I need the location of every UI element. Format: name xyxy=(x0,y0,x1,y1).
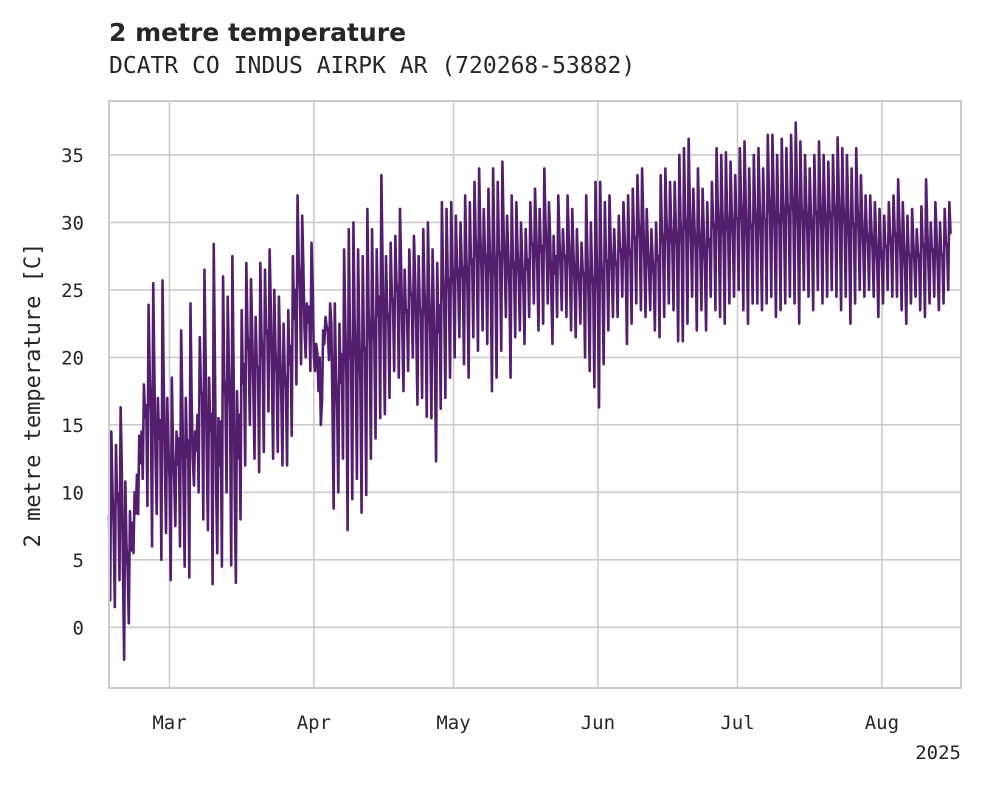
y-tick-label: 20 xyxy=(61,347,84,369)
y-tick-label: 5 xyxy=(73,550,84,572)
x-axis-ticks: Mar Apr May Jun Jul Aug xyxy=(152,712,899,734)
y-tick-label: 0 xyxy=(73,617,84,639)
x-tick-label: Jun xyxy=(581,712,615,734)
x-tick-label: Apr xyxy=(297,712,331,734)
x-tick-label: Aug xyxy=(865,712,899,734)
y-tick-label: 10 xyxy=(61,482,84,504)
y-tick-label: 30 xyxy=(61,212,84,234)
chart-title: 2 metre temperature xyxy=(109,18,406,47)
x-offset-label: 2025 xyxy=(915,742,961,764)
x-tick-label: Mar xyxy=(152,712,186,734)
y-tick-label: 15 xyxy=(61,415,84,437)
y-axis-ticks: 0 5 10 15 20 25 30 35 xyxy=(61,145,84,639)
y-tick-label: 35 xyxy=(61,145,84,167)
y-tick-label: 25 xyxy=(61,280,84,302)
x-tick-label: May xyxy=(436,712,470,734)
plot-frame xyxy=(108,100,962,689)
temperature-series-line xyxy=(107,121,952,661)
chart-subtitle: DCATR CO INDUS AIRPK AR (720268-53882) xyxy=(109,53,635,79)
x-tick-label: Jul xyxy=(720,712,754,734)
series-group xyxy=(107,121,952,661)
y-axis-label: 2 metre temperature [C] xyxy=(21,243,46,548)
